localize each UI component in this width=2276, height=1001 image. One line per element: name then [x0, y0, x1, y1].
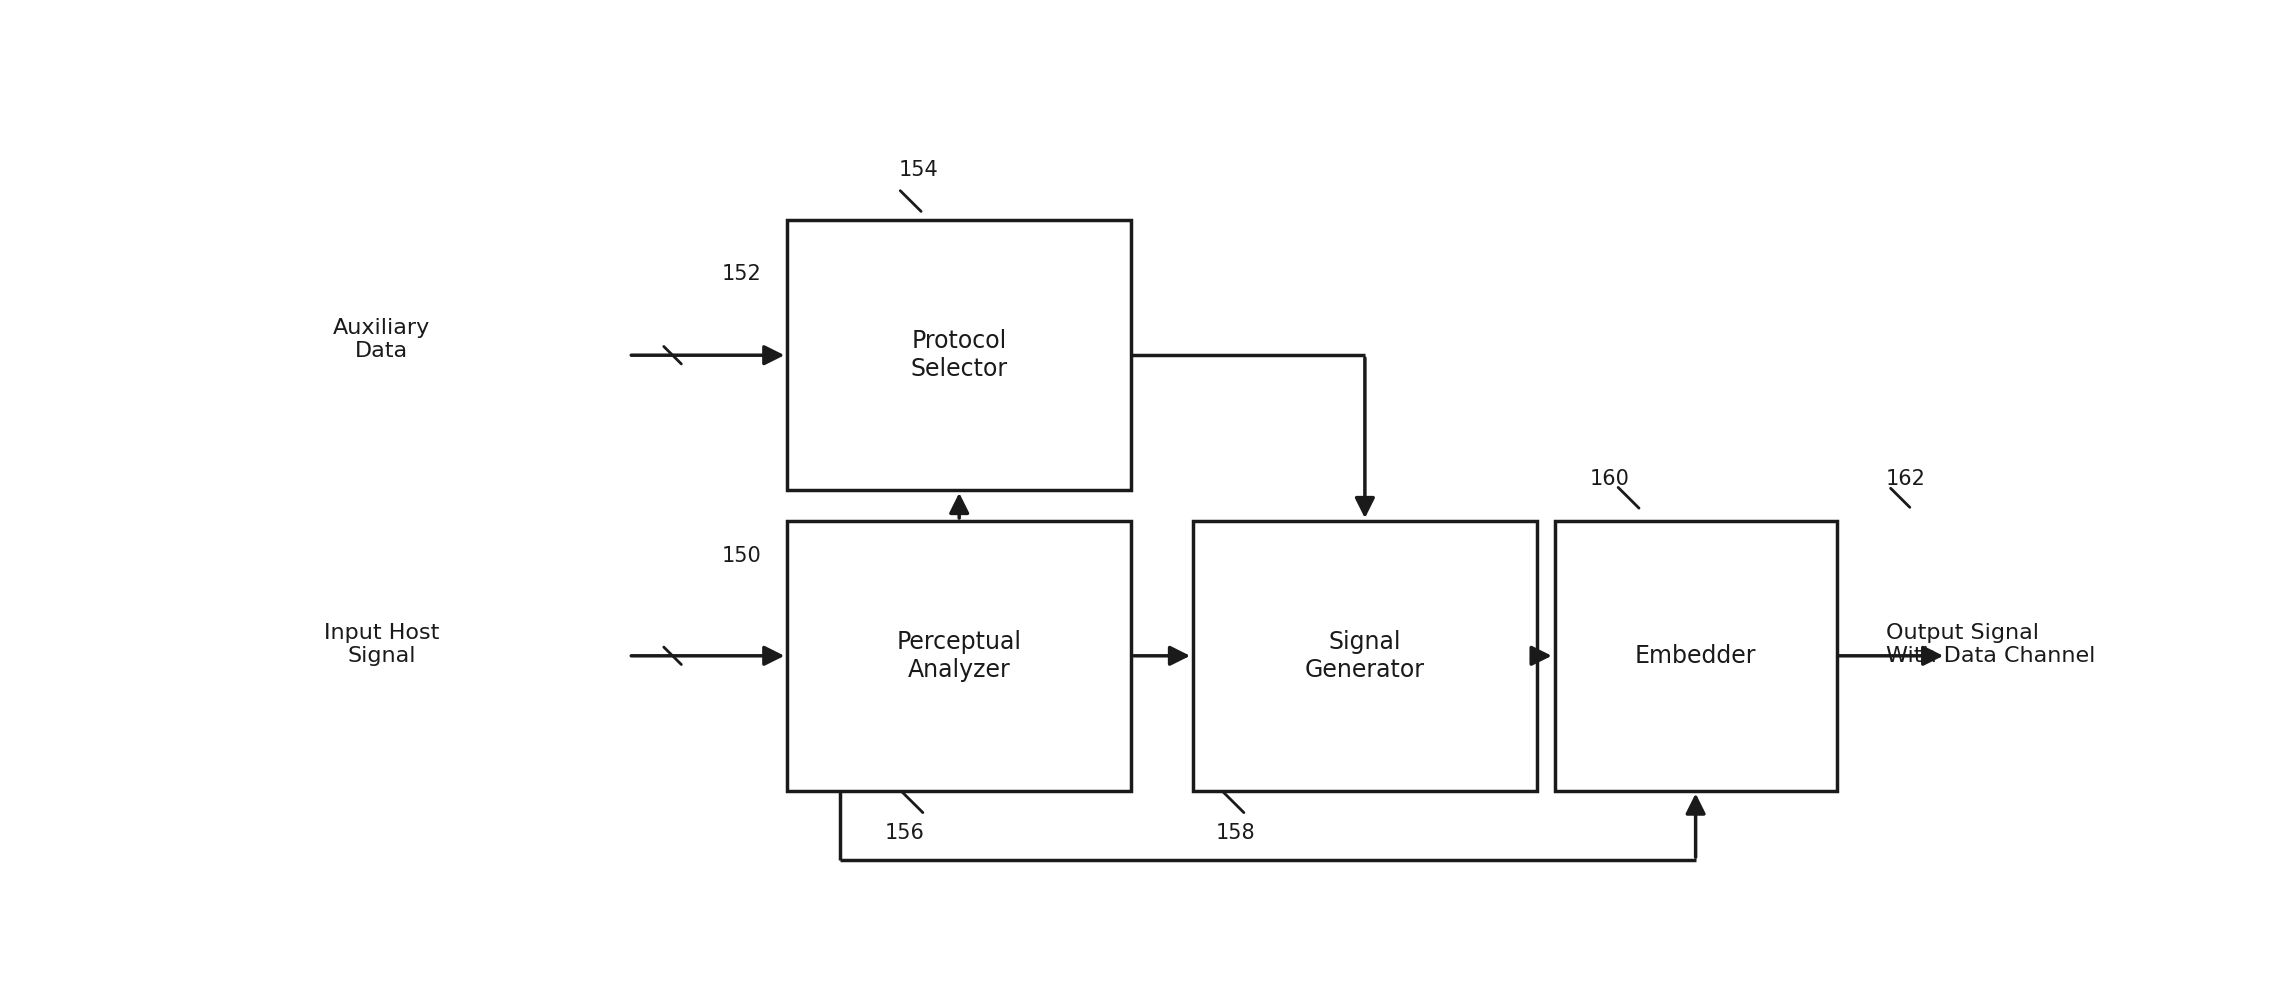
Text: Perceptual
Analyzer: Perceptual Analyzer [897, 630, 1022, 682]
Text: Signal
Generator: Signal Generator [1304, 630, 1425, 682]
Text: Protocol
Selector: Protocol Selector [910, 329, 1008, 381]
Bar [787, 521, 1131, 791]
Bar [1555, 521, 1837, 791]
Text: Output Signal
With Data Channel: Output Signal With Data Channel [1887, 623, 2096, 666]
Text: 150: 150 [721, 546, 762, 566]
Text: 158: 158 [1215, 823, 1256, 843]
Text: 160: 160 [1589, 468, 1630, 488]
Text: 152: 152 [721, 264, 762, 284]
Text: 162: 162 [1887, 468, 1925, 488]
Text: Input Host
Signal: Input Host Signal [323, 623, 439, 666]
Text: Embedder: Embedder [1634, 644, 1757, 668]
Text: Auxiliary
Data: Auxiliary Data [332, 318, 430, 361]
Bar [787, 220, 1131, 490]
Text: 156: 156 [883, 823, 924, 843]
Text: 154: 154 [899, 160, 938, 180]
Bar [1193, 521, 1536, 791]
